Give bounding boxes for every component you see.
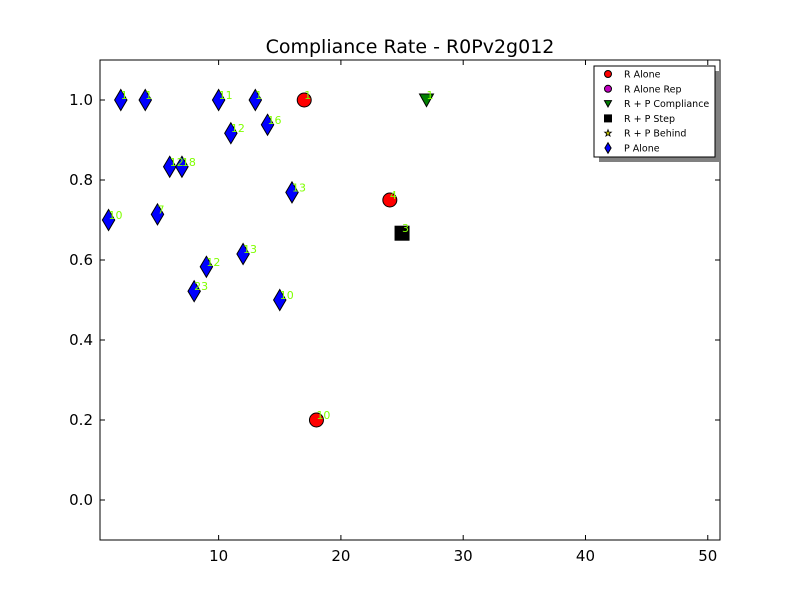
point-p-alone [175, 155, 189, 179]
point-p-alone [101, 208, 116, 232]
point-count-label: 12 [231, 122, 245, 135]
point-count-label: 4 [390, 189, 397, 202]
point-count-label: 13 [243, 243, 257, 256]
point-count-label: 7 [157, 203, 164, 216]
legend-marker-r-alone [604, 70, 612, 78]
y-tick-label: 0.0 [69, 491, 93, 509]
legend-marker-r-p-compliance [603, 100, 613, 108]
legend-box [593, 65, 716, 158]
point-count-label: 16 [268, 114, 282, 127]
point-count-label: 3 [402, 222, 409, 235]
x-tick-label: 50 [698, 547, 717, 565]
legend-label: R + P Step [624, 114, 675, 125]
y-tick-label: 0.2 [69, 411, 93, 429]
point-count-label: 13 [292, 181, 306, 194]
point-p-alone [272, 288, 287, 312]
point-p-alone [260, 113, 275, 137]
point-count-label: 1 [145, 89, 152, 102]
legend-label: R + P Behind [624, 129, 686, 140]
point-p-alone [162, 155, 177, 179]
y-tick-label: 1.0 [69, 91, 93, 109]
point-count-label: 10 [109, 209, 123, 222]
point-count-label: 12 [206, 256, 220, 269]
data-points [101, 88, 435, 428]
point-p-alone [114, 88, 128, 112]
legend-label: R + P Compliance [624, 99, 709, 110]
point-p-alone [285, 180, 299, 204]
point-r-alone [296, 92, 312, 108]
point-p-alone [236, 242, 250, 266]
x-tick-label: 40 [576, 547, 595, 565]
point-p-alone [138, 88, 153, 112]
point-r-p-step [394, 225, 410, 241]
point-count-label: 11 [219, 89, 233, 102]
point-count-label: 1 [304, 89, 311, 102]
legend-marker-p-alone [604, 141, 612, 155]
point-r-alone [308, 412, 324, 428]
point-p-alone [187, 279, 201, 303]
legend-label: R Alone [624, 70, 661, 81]
point-count-label: 10 [280, 289, 294, 302]
point-count-label: 1 [427, 89, 434, 102]
point-p-alone [248, 88, 263, 112]
point-p-alone [224, 121, 238, 145]
point-count-label: 18 [182, 156, 196, 169]
legend-marker-r-p-step [604, 114, 612, 123]
point-r-alone [382, 192, 398, 208]
point-p-alone [150, 202, 165, 226]
y-tick-label: 0.6 [69, 251, 93, 269]
y-tick-label: 0.8 [69, 171, 93, 189]
y-tick-label: 0.4 [69, 331, 93, 349]
legend-label: P Alone [624, 144, 660, 155]
point-count-label: 1 [121, 89, 128, 102]
axis-ticks: 10 20 30 40 50 0.0 0.2 0.4 0.6 0.8 1.0 [69, 60, 720, 565]
plot-area-frame [99, 59, 721, 541]
point-r-p-compliance [418, 93, 435, 108]
legend-marker-r-p-behind [603, 128, 613, 137]
legend-label: R Alone Rep [624, 84, 682, 95]
x-tick-label: 20 [331, 547, 350, 565]
point-count-label: 10 [316, 409, 330, 422]
point-p-alone [211, 88, 226, 112]
point-p-alone [199, 255, 214, 279]
point-count-label: 23 [194, 280, 208, 293]
x-tick-label: 30 [454, 547, 473, 565]
point-count-label: 12 [170, 156, 184, 169]
legend-marker-r-alone-rep [604, 84, 612, 93]
point-count-label: 1 [255, 89, 262, 102]
chart-title: Compliance Rate - R0Pv2g012 [266, 36, 555, 58]
legend: R Alone R Alone Rep R + P Compliance R + P … [593, 65, 720, 162]
x-tick-label: 10 [209, 547, 228, 565]
